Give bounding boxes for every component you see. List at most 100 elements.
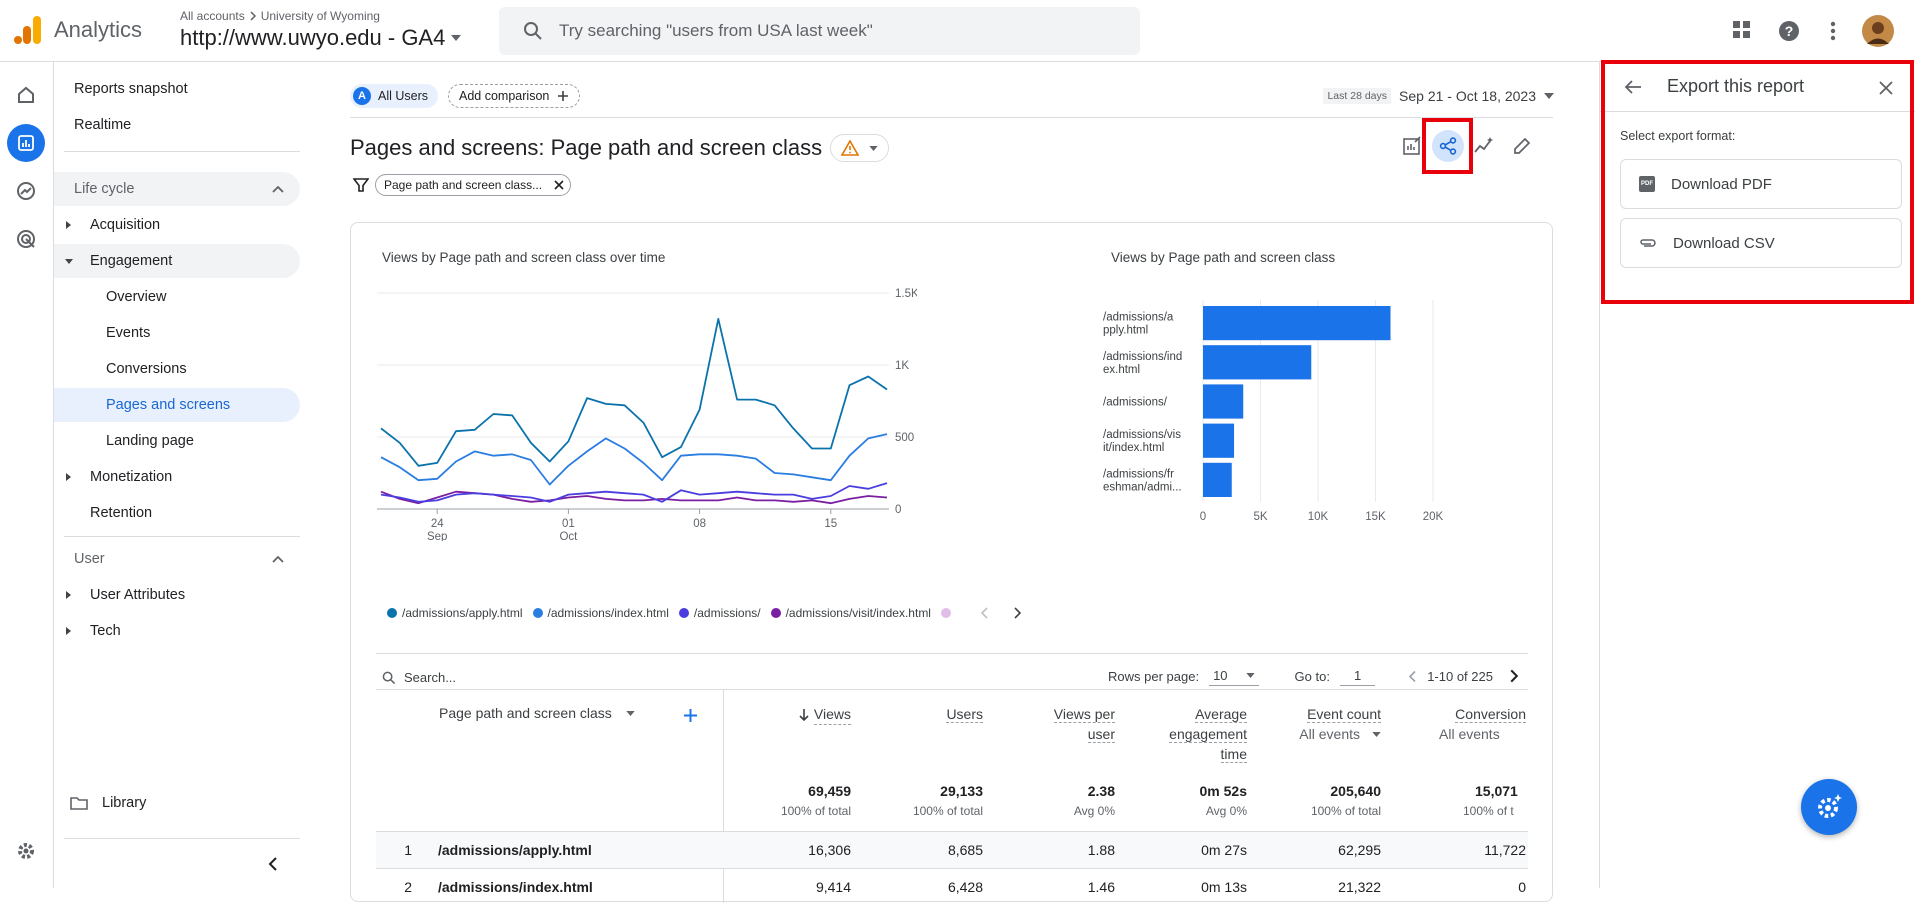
bar[interactable] [1203,423,1235,458]
download-csv-button[interactable]: Download CSV [1620,218,1902,268]
table-row[interactable]: 2 /admissions/index.html 9,414 6,428 1.4… [376,869,1528,903]
event-count-header[interactable]: Event count All events [1271,704,1381,744]
total-views: 69,459 [808,783,851,799]
rows-per-page-select[interactable]: 10 [1209,666,1259,686]
series-line[interactable] [380,482,888,503]
avg-engagement-header[interactable]: Average engagement time [1131,704,1247,764]
legend-next-icon[interactable] [1013,607,1021,619]
rail-explore-button[interactable] [7,172,45,210]
nav-engagement[interactable]: Engagement [54,244,300,278]
data-quality-button[interactable] [830,134,890,162]
nav-pages-and-screens[interactable]: Pages and screens [54,388,300,422]
row-users: 6,428 [947,879,983,895]
row-path[interactable]: /admissions/apply.html [438,842,592,858]
close-icon[interactable] [554,180,564,190]
gear-sparkle-icon [1818,794,1842,818]
property-selector[interactable]: All accounts University of Wyoming http:… [180,9,462,51]
row-path[interactable]: /admissions/index.html [438,879,593,895]
legend-item[interactable]: /admissions/visit/index.html [770,606,931,620]
search-bar[interactable] [499,7,1140,55]
views-per-user-header[interactable]: Views per user [1011,704,1115,744]
bar[interactable] [1203,345,1312,380]
filter-chip[interactable]: Page path and screen class... [375,174,572,196]
bar[interactable] [1203,384,1244,419]
left-nav: Reports snapshot Realtime Life cycle Acq… [54,62,310,888]
nav-reports-snapshot[interactable]: Reports snapshot [54,72,300,106]
download-csv-label: Download CSV [1673,234,1775,252]
bar-category-label: /admissions/fr [1103,468,1174,480]
avatar[interactable] [1862,15,1894,47]
customize-report-button[interactable] [1396,130,1428,162]
x-tick-label: 20K [1423,511,1444,523]
help-icon[interactable]: ? [1778,20,1800,42]
rail-home-button[interactable] [7,76,45,114]
table-search[interactable]: Search... [382,670,456,685]
warning-icon [841,140,860,156]
segment-label: All Users [378,89,429,103]
segment-chip-all-users[interactable]: A All Users [350,84,439,108]
rail-advertising-button[interactable] [7,220,45,258]
property-name[interactable]: http://www.uwyo.edu - GA4 [180,25,462,51]
x-tick-label: 08 [693,518,706,530]
nav-library[interactable]: Library [54,786,300,820]
assistant-button[interactable] [1801,779,1857,835]
table-row[interactable]: 1 /admissions/apply.html 16,306 8,685 1.… [376,832,1528,868]
series-line[interactable] [380,318,888,467]
insights-button[interactable] [1468,130,1500,162]
collapse-nav-icon[interactable] [268,857,278,871]
nav-acquisition[interactable]: Acquisition [54,208,300,242]
more-vert-icon[interactable] [1830,21,1836,41]
rail-admin-button[interactable] [7,832,45,870]
search-input[interactable] [559,21,1119,41]
export-title: Export this report [1667,76,1805,96]
date-range-picker[interactable]: Last 28 days Sep 21 - Oct 18, 2023 [1323,88,1554,104]
bar-chart[interactable]: 0 5K 10K 15K 20K/admissions/apply.html/admis… [1101,278,1451,538]
caret-down-icon [1544,93,1554,99]
rail-reports-button[interactable] [7,124,45,162]
prev-page-icon[interactable] [1409,670,1417,683]
brand[interactable]: Analytics [14,14,142,46]
row-conversions: 0 [1518,879,1526,895]
download-pdf-button[interactable]: PDF Download PDF [1620,159,1902,209]
add-dimension-icon[interactable] [684,709,697,722]
views-header[interactable]: Views [771,704,851,725]
legend-prev-icon[interactable] [980,607,989,619]
nav-overview[interactable]: Overview [54,280,300,314]
pdf-file-icon: PDF [1639,176,1655,192]
total-views-per-user: 2.38 [1087,783,1115,799]
nav-retention[interactable]: Retention [54,496,300,530]
nav-monetization[interactable]: Monetization [54,460,300,494]
close-icon[interactable] [1879,81,1893,95]
users-header[interactable]: Users [891,704,983,724]
x-tick-label: 10K [1308,511,1329,523]
next-page-icon[interactable] [1509,669,1518,683]
share-report-button[interactable] [1432,130,1464,162]
nav-section-lifecycle[interactable]: Life cycle [54,172,300,206]
edit-report-button[interactable] [1506,130,1538,162]
nav-events[interactable]: Events [54,316,300,350]
nav-realtime[interactable]: Realtime [54,108,300,142]
nav-tech[interactable]: Tech [54,614,300,648]
apps-grid-icon[interactable] [1733,21,1751,39]
nav-conversions[interactable]: Conversions [54,352,300,386]
series-line[interactable] [380,433,888,486]
legend-item[interactable]: /admissions/index.html [532,606,669,620]
nav-user-attributes[interactable]: User Attributes [54,578,300,612]
conversions-header[interactable]: Conversion All events [1411,704,1526,744]
legend-item[interactable]: /admissions/apply.html [387,606,523,620]
dimension-header[interactable]: Page path and screen class [439,705,635,721]
back-arrow-icon[interactable] [1624,79,1642,95]
divider [376,689,1528,690]
bar[interactable] [1203,462,1232,497]
home-icon [18,86,34,103]
bar-category-label: ex.html [1103,364,1140,376]
add-comparison-button[interactable]: Add comparison [448,84,581,108]
legend-item[interactable]: /admissions/ [678,606,761,620]
goto-input[interactable]: 1 [1339,666,1376,686]
nav-landing-page[interactable]: Landing page [54,424,300,458]
table-search-input[interactable]: Search... [404,670,457,685]
series-line[interactable] [380,490,888,505]
bar[interactable] [1203,306,1391,341]
nav-section-user[interactable]: User [54,542,300,576]
